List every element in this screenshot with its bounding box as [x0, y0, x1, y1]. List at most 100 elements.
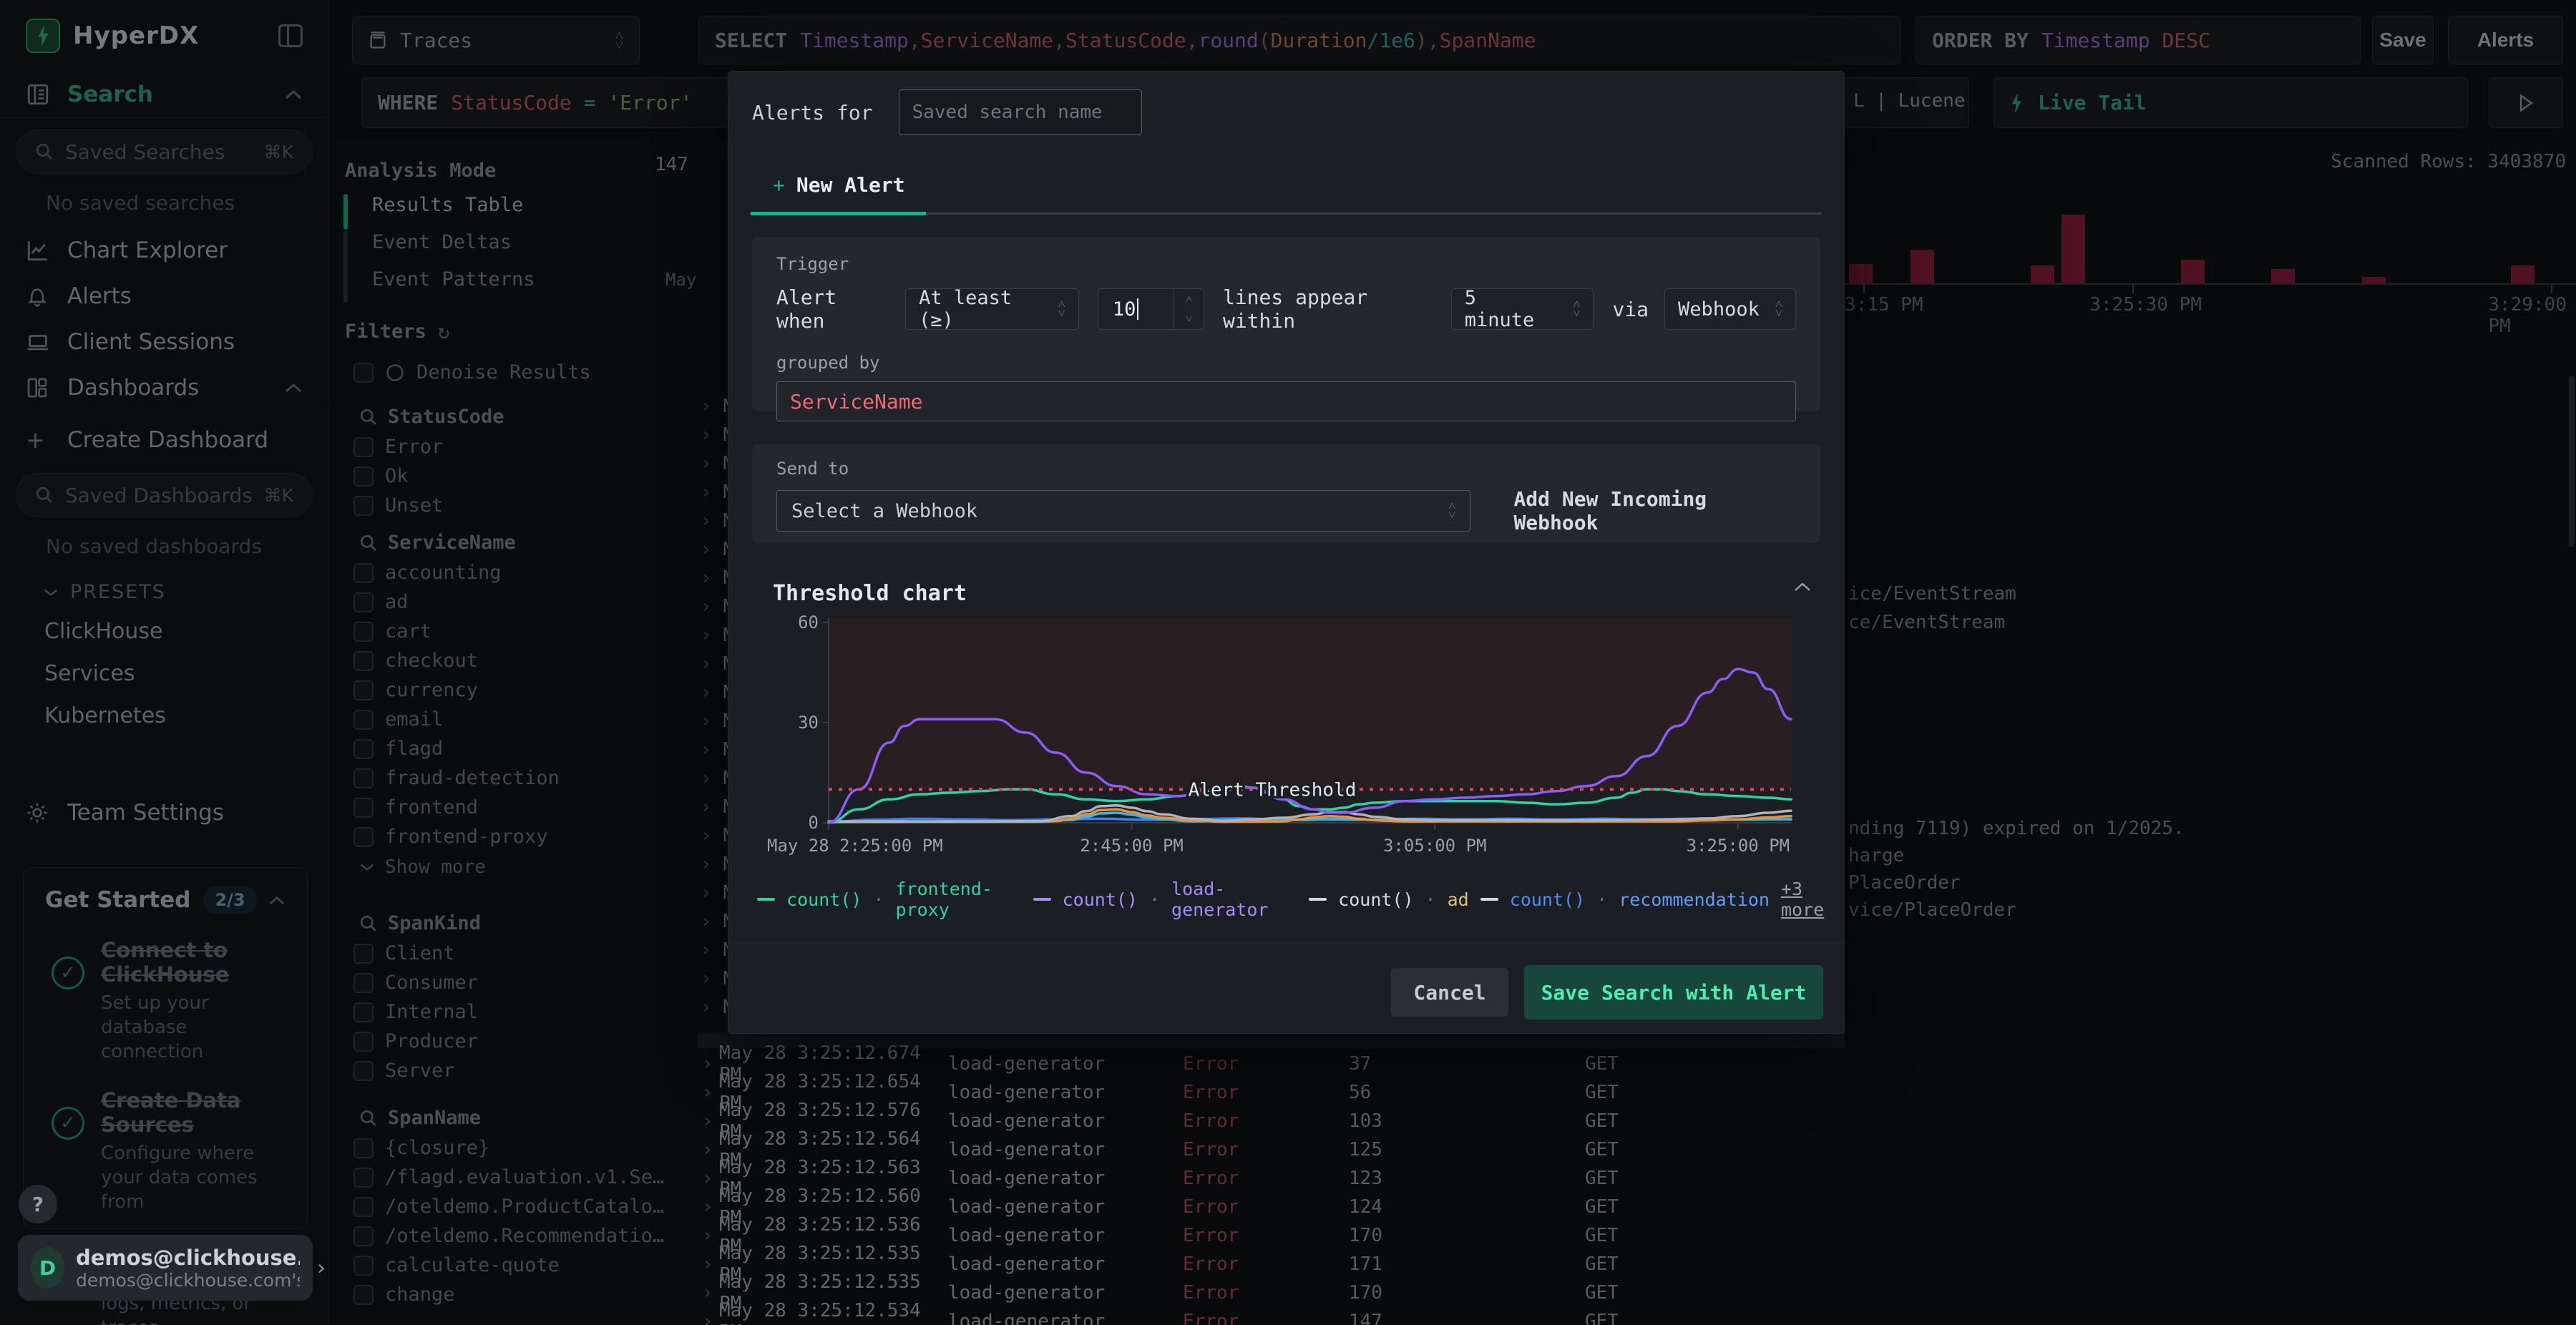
- tab-new-alert[interactable]: + New Alert: [773, 173, 905, 197]
- scrollbar-thumb[interactable]: [2569, 376, 2575, 547]
- sidebar-item-chart-explorer[interactable]: Chart Explorer: [0, 228, 328, 273]
- filter-value-row[interactable]: {closure}: [353, 1137, 489, 1159]
- analysis-mode-results-table[interactable]: Results Table: [372, 194, 524, 216]
- filter-value-row[interactable]: change: [353, 1284, 455, 1306]
- presets-header[interactable]: PRESETS: [0, 571, 328, 610]
- filter-value-row[interactable]: frontend: [353, 796, 478, 818]
- threshold-number-input[interactable]: 10 ˄ ˅: [1097, 288, 1204, 330]
- help-button[interactable]: ?: [19, 1185, 57, 1223]
- table-row[interactable]: › May 28 3:25:12.563 PM load-generator Erro…: [698, 1157, 2576, 1200]
- webhook-select[interactable]: Select a Webhook ˄ ˅: [776, 490, 1471, 532]
- order-by-input[interactable]: ORDER BY Timestamp DESC: [1916, 16, 2361, 64]
- checkbox[interactable]: [353, 562, 374, 583]
- checkbox[interactable]: [353, 592, 374, 612]
- condition-select[interactable]: At least (≥) ˄ ˅: [905, 287, 1079, 331]
- table-row[interactable]: › May 28 3:25:12.674 PM load-generator Erro…: [698, 1042, 2576, 1085]
- checkbox[interactable]: [353, 466, 374, 487]
- filter-value-row[interactable]: frontend-proxy: [353, 826, 548, 848]
- sidebar-item-preset-services[interactable]: Services: [44, 661, 135, 686]
- filter-value-row[interactable]: Producer: [353, 1030, 478, 1052]
- checkbox[interactable]: [353, 495, 374, 516]
- table-row[interactable]: › May 28 3:25:12.576 PM load-generator Erro…: [698, 1100, 2576, 1143]
- saved-search-name-input[interactable]: [898, 89, 1142, 135]
- filter-value-row[interactable]: Internal: [353, 1001, 478, 1023]
- filter-value-row[interactable]: currency: [353, 679, 478, 701]
- checkbox[interactable]: [353, 738, 374, 759]
- filter-value-row[interactable]: checkout: [353, 650, 478, 672]
- source-select[interactable]: Traces ˄ ˅: [352, 16, 640, 64]
- sidebar-item-search[interactable]: Search: [0, 72, 328, 117]
- add-webhook-button[interactable]: Add New Incoming Webhook: [1513, 487, 1707, 534]
- checkbox[interactable]: [353, 362, 374, 383]
- checkbox[interactable]: [353, 709, 374, 730]
- number-spinner[interactable]: ˄ ˅: [1173, 289, 1204, 329]
- alerts-button[interactable]: Alerts: [2448, 16, 2563, 64]
- create-dashboard-button[interactable]: + Create Dashboard: [26, 426, 269, 454]
- checkbox[interactable]: [353, 436, 374, 457]
- save-button[interactable]: Save: [2372, 16, 2434, 64]
- refresh-icon[interactable]: ↻: [437, 320, 450, 343]
- checkbox[interactable]: [353, 1255, 374, 1276]
- filter-value-row[interactable]: ad: [353, 591, 409, 613]
- checkbox[interactable]: [353, 1196, 374, 1217]
- checkbox[interactable]: [353, 1002, 374, 1022]
- sidebar-item-client-sessions[interactable]: Client Sessions: [0, 319, 328, 365]
- checkbox[interactable]: [353, 1226, 374, 1246]
- checkbox[interactable]: [353, 1138, 374, 1158]
- language-toggle-fragment[interactable]: L | Lucene: [1853, 90, 1966, 112]
- checkbox[interactable]: [353, 621, 374, 642]
- filter-value-row[interactable]: email: [353, 708, 443, 730]
- saved-searches-input[interactable]: Saved Searches ⌘K: [16, 129, 313, 174]
- table-row[interactable]: › May 28 3:25:12.564 PM load-generator Erro…: [698, 1128, 2576, 1171]
- checkbox[interactable]: [353, 650, 374, 671]
- sidebar-item-team-settings[interactable]: Team Settings: [0, 790, 328, 836]
- saved-dashboards-input[interactable]: Saved Dashboards ⌘K: [16, 473, 313, 517]
- checkbox[interactable]: [353, 826, 374, 847]
- collapse-chart-icon[interactable]: [1792, 581, 1813, 595]
- table-row[interactable]: › May 28 3:25:12.536 PM load-generator Erro…: [698, 1214, 2576, 1257]
- filter-value-row[interactable]: Ok: [353, 465, 409, 487]
- checkbox[interactable]: [353, 1167, 374, 1188]
- filter-value-row[interactable]: Consumer: [353, 972, 478, 994]
- user-menu[interactable]: D demos@clickhouse.com demos@clickhouse.…: [18, 1235, 326, 1301]
- filter-value-row[interactable]: Server: [353, 1060, 455, 1082]
- interval-select[interactable]: 5 minute ˄ ˅: [1450, 287, 1594, 331]
- checkbox[interactable]: [353, 768, 374, 788]
- checkbox[interactable]: [353, 943, 374, 964]
- filter-value-row[interactable]: /flagd.evaluation.v1.Se…: [353, 1166, 664, 1188]
- table-row[interactable]: › May 28 3:25:12.535 PM load-generator Erro…: [698, 1243, 2576, 1286]
- sidebar-item-preset-clickhouse[interactable]: ClickHouse: [44, 619, 163, 644]
- checkbox[interactable]: [353, 680, 374, 700]
- select-input[interactable]: SELECT Timestamp,ServiceName,StatusCode,…: [698, 16, 1901, 64]
- denoise-checkbox-row[interactable]: Denoise Results: [353, 361, 591, 383]
- checkbox[interactable]: [353, 972, 374, 993]
- get-started-item[interactable]: ✓ Connect to ClickHouse Set up your databa…: [45, 938, 286, 1064]
- filter-value-row[interactable]: calculate-quote: [353, 1254, 560, 1276]
- collapse-sidebar-icon[interactable]: [278, 24, 303, 47]
- chevron-up-icon[interactable]: [268, 895, 286, 906]
- table-row[interactable]: › May 28 3:25:12.535 PM load-generator Erro…: [698, 1271, 2576, 1314]
- checkbox[interactable]: [353, 1031, 374, 1052]
- sidebar-item-preset-kubernetes[interactable]: Kubernetes: [44, 703, 166, 728]
- checkbox[interactable]: [353, 1060, 374, 1081]
- live-tail-button[interactable]: Live Tail: [1993, 77, 2468, 128]
- filter-value-row[interactable]: flagd: [353, 738, 443, 760]
- grouped-by-input[interactable]: ServiceName: [776, 381, 1796, 421]
- analysis-mode-event-deltas[interactable]: Event Deltas: [372, 231, 512, 253]
- get-started-item[interactable]: ✓ Create Data Sources Configure where your…: [45, 1088, 286, 1214]
- table-row[interactable]: › May 28 3:25:12.534 PM load-generator Erro…: [698, 1300, 2576, 1325]
- filter-value-row[interactable]: accounting: [353, 562, 502, 584]
- save-search-with-alert-button[interactable]: Save Search with Alert: [1524, 965, 1823, 1020]
- table-row[interactable]: › May 28 3:25:12.654 PM load-generator Erro…: [698, 1071, 2576, 1114]
- filter-value-row[interactable]: cart: [353, 620, 431, 642]
- filter-value-row[interactable]: Unset: [353, 494, 443, 517]
- sidebar-item-alerts[interactable]: Alerts: [0, 273, 328, 319]
- filter-value-row[interactable]: Error: [353, 436, 443, 458]
- legend-more-link[interactable]: +3 more: [1780, 879, 1825, 920]
- filter-value-row[interactable]: /oteldemo.Recommendatio…: [353, 1225, 664, 1247]
- checkbox[interactable]: [353, 1284, 374, 1305]
- filter-value-row[interactable]: Client: [353, 942, 455, 964]
- channel-select[interactable]: Webhook ˄ ˅: [1664, 288, 1796, 330]
- checkbox[interactable]: [353, 797, 374, 818]
- hovered-row-sliver[interactable]: [698, 1032, 1845, 1048]
